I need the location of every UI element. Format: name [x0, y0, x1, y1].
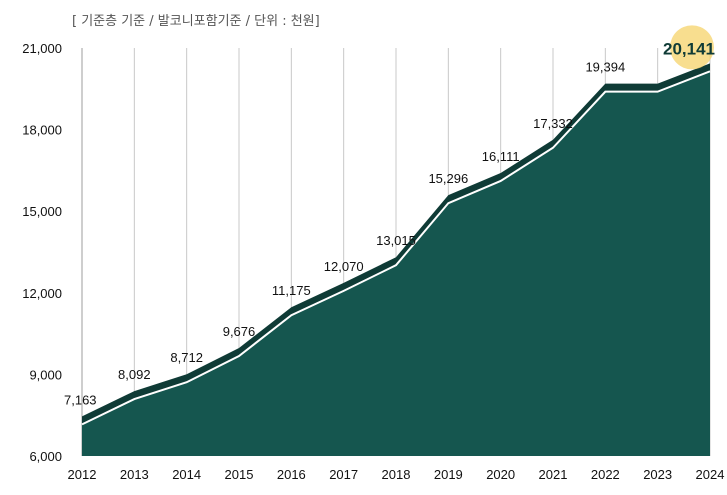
x-tick-label: 2018: [382, 467, 411, 482]
x-tick-label: 2016: [277, 467, 306, 482]
x-tick-label: 2012: [68, 467, 97, 482]
area-top-band: [82, 63, 710, 425]
data-label: 17,332: [533, 116, 573, 131]
x-tick-label: 2023: [643, 467, 672, 482]
y-tick-label: 15,000: [22, 204, 62, 219]
data-label: 7,163: [64, 392, 97, 407]
data-label: 9,676: [223, 324, 256, 339]
series-line: [81, 70, 711, 426]
unit-note: [ 기준층 기준 / 발코니포함기준 / 단위 : 천원]: [72, 14, 320, 29]
area-fill: [82, 71, 710, 456]
data-label: 19,394: [585, 60, 625, 75]
data-label: 11,175: [272, 283, 311, 298]
data-label: 13,015: [376, 233, 416, 248]
data-label: 16,111: [482, 149, 520, 164]
data-label: 20,141: [663, 39, 715, 58]
data-label: 8,712: [170, 350, 203, 365]
x-tick-label: 2015: [225, 467, 254, 482]
x-tick-label: 2020: [486, 467, 515, 482]
y-tick-label: 6,000: [29, 449, 62, 464]
data-label: 8,092: [118, 367, 151, 382]
x-tick-label: 2022: [591, 467, 620, 482]
data-label: 12,070: [324, 259, 364, 274]
x-tick-label: 2024: [696, 467, 725, 482]
data-label: 15,296: [428, 171, 468, 186]
y-tick-label: 18,000: [22, 123, 62, 138]
x-tick-label: 2021: [539, 467, 568, 482]
x-tick-label: 2013: [120, 467, 149, 482]
y-tick-label: 9,000: [29, 367, 62, 382]
y-tick-label: 21,000: [22, 41, 62, 56]
x-tick-label: 2019: [434, 467, 463, 482]
x-tick-label: 2014: [172, 467, 201, 482]
y-tick-label: 12,000: [22, 286, 62, 301]
x-tick-label: 2017: [329, 467, 358, 482]
highlight-circle: [670, 25, 714, 70]
